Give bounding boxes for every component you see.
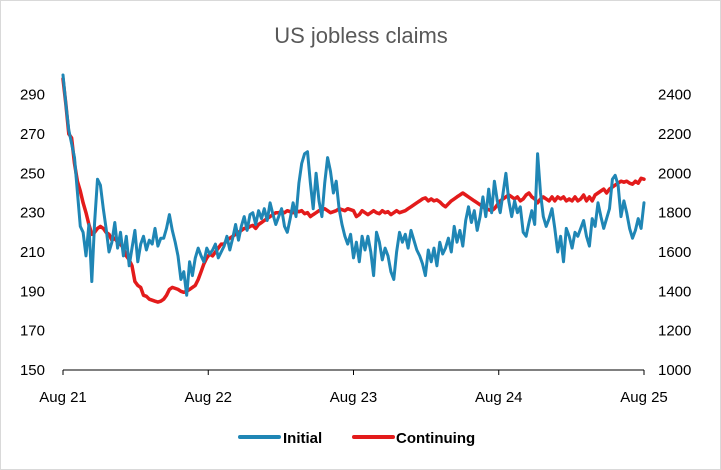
x-tick-label: Aug 25 — [620, 389, 668, 406]
left-tick-label: 270 — [20, 126, 45, 143]
right-tick-label: 1600 — [658, 244, 691, 261]
left-tick-label: 190 — [20, 283, 45, 300]
chart-title: US jobless claims — [274, 23, 448, 48]
right-tick-label: 1800 — [658, 205, 691, 222]
right-tick-label: 2000 — [658, 165, 691, 182]
legend-label-initial: Initial — [283, 430, 322, 447]
left-tick-label: 250 — [20, 165, 45, 182]
series-layer — [61, 73, 646, 304]
x-axis-ticks: Aug 21 Aug 22 Aug 23 Aug 24 Aug 25 — [39, 370, 668, 406]
right-tick-label: 2400 — [658, 87, 691, 104]
series-line-continuing — [61, 77, 646, 304]
legend: Initial Continuing — [238, 430, 475, 447]
left-tick-label: 170 — [20, 323, 45, 340]
right-axis-ticks: 1000 1200 1400 1600 1800 2000 2200 2400 — [658, 87, 691, 379]
left-tick-label: 150 — [20, 362, 45, 379]
right-tick-label: 1000 — [658, 362, 691, 379]
left-tick-label: 230 — [20, 205, 45, 222]
left-tick-label: 210 — [20, 244, 45, 261]
right-tick-label: 2200 — [658, 126, 691, 143]
x-tick-label: Aug 24 — [475, 389, 523, 406]
left-axis-ticks: 150 170 190 210 230 250 270 290 — [20, 87, 45, 379]
right-tick-label: 1200 — [658, 323, 691, 340]
x-tick-label: Aug 22 — [184, 389, 232, 406]
series-line-initial — [61, 73, 646, 297]
left-tick-label: 290 — [20, 87, 45, 104]
x-tick-label: Aug 21 — [39, 389, 87, 406]
right-tick-label: 1400 — [658, 283, 691, 300]
x-tick-label: Aug 23 — [330, 389, 378, 406]
legend-label-continuing: Continuing — [396, 430, 475, 447]
